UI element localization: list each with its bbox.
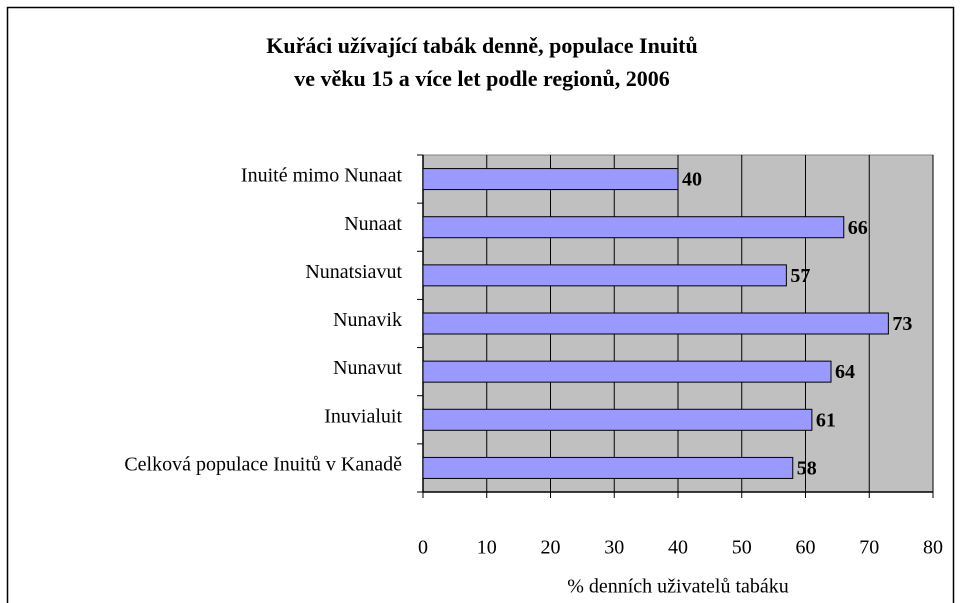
data-label: 57 (790, 265, 810, 287)
bar (422, 168, 679, 191)
data-label: 58 (797, 458, 817, 480)
x-tick-label: 30 (604, 537, 624, 559)
data-label: 40 (682, 169, 702, 191)
x-tick-label: 40 (668, 537, 688, 559)
y-tick-label: Celková populace Inuitů v Kanadě (124, 454, 402, 476)
bar (422, 216, 845, 239)
chart-title: Kuřáci užívající tabák denně, populace I… (266, 33, 698, 58)
x-tick-label: 60 (796, 537, 816, 559)
y-tick-label: Nunatsiavut (305, 261, 402, 283)
data-label: 64 (835, 361, 855, 383)
x-tick-label: 70 (859, 537, 879, 559)
chart-title: ve věku 15 a více let podle regionů, 200… (294, 66, 669, 91)
y-tick-label: Nunaat (344, 213, 402, 235)
x-tick-label: 20 (541, 537, 561, 559)
bar (422, 456, 794, 479)
y-tick-label: Nunavik (333, 309, 402, 331)
data-label: 61 (816, 409, 836, 431)
x-tick-label: 0 (418, 537, 428, 559)
frame (6, 6, 955, 603)
x-tick-label: 50 (732, 537, 752, 559)
bar (422, 408, 813, 431)
x-tick-label: 80 (923, 537, 943, 559)
y-tick-label: Inuité mimo Nunaat (241, 165, 403, 187)
bar (422, 312, 889, 335)
y-tick-label: Nunavut (333, 357, 402, 379)
bar (422, 264, 787, 287)
data-label: 66 (848, 217, 868, 239)
y-tick-label: Inuvialuit (324, 405, 402, 427)
x-tick-label: 10 (477, 537, 497, 559)
bar (422, 360, 832, 383)
data-label: 73 (892, 313, 912, 335)
x-axis-label: % denních uživatelů tabáku (567, 576, 789, 598)
